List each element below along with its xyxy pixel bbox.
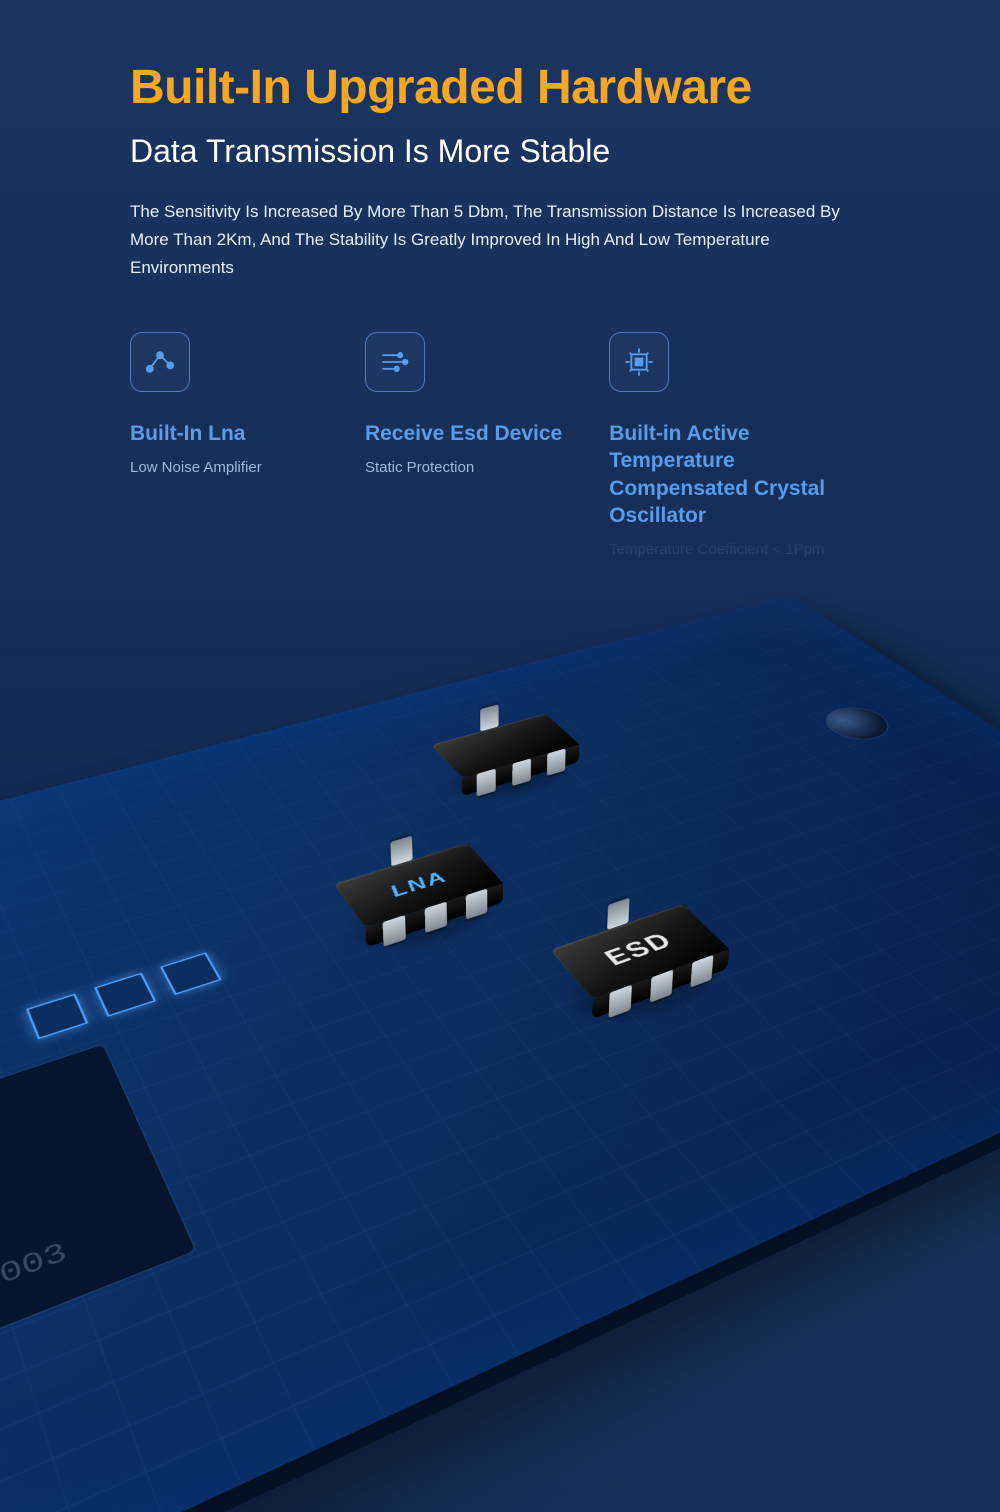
feature-row: Built-In Lna Low Noise Amplifier Receive… (130, 332, 870, 560)
chip-lna: LNA (335, 870, 503, 956)
subheadline: Data Transmission Is More Stable (130, 133, 870, 170)
chip-icon (609, 332, 669, 392)
capacitor (815, 703, 901, 745)
circuit-icon (365, 332, 425, 392)
headline: Built-In Upgraded Hardware (130, 60, 870, 115)
chip-esd: ESD (549, 931, 727, 1028)
feature-tcxo: Built-in Active Temperature Compensated … (609, 332, 870, 560)
pcb-board: GK9501 K43247 1905 1003 03F0 LNA (0, 595, 1000, 1512)
chip-esd-label: ESD (599, 929, 679, 971)
feature-sub: Low Noise Amplifier (130, 457, 335, 478)
feature-title: Built-in Active Temperature Compensated … (609, 420, 870, 529)
feature-sub: Static Protection (365, 457, 579, 478)
feature-title: Receive Esd Device (365, 420, 579, 447)
chip-blank (432, 738, 579, 804)
chip-lna-label: LNA (385, 867, 452, 901)
pcb-illustration: GK9501 K43247 1905 1003 03F0 LNA (0, 535, 1000, 1035)
network-icon (130, 332, 190, 392)
feature-lna: Built-In Lna Low Noise Amplifier (130, 332, 335, 478)
feature-title: Built-In Lna (130, 420, 335, 447)
solder-pads (26, 952, 222, 1039)
feature-esd: Receive Esd Device Static Protection (365, 332, 579, 478)
description: The Sensitivity Is Increased By More Tha… (130, 198, 870, 282)
text-block: Built-In Upgraded Hardware Data Transmis… (0, 0, 1000, 560)
